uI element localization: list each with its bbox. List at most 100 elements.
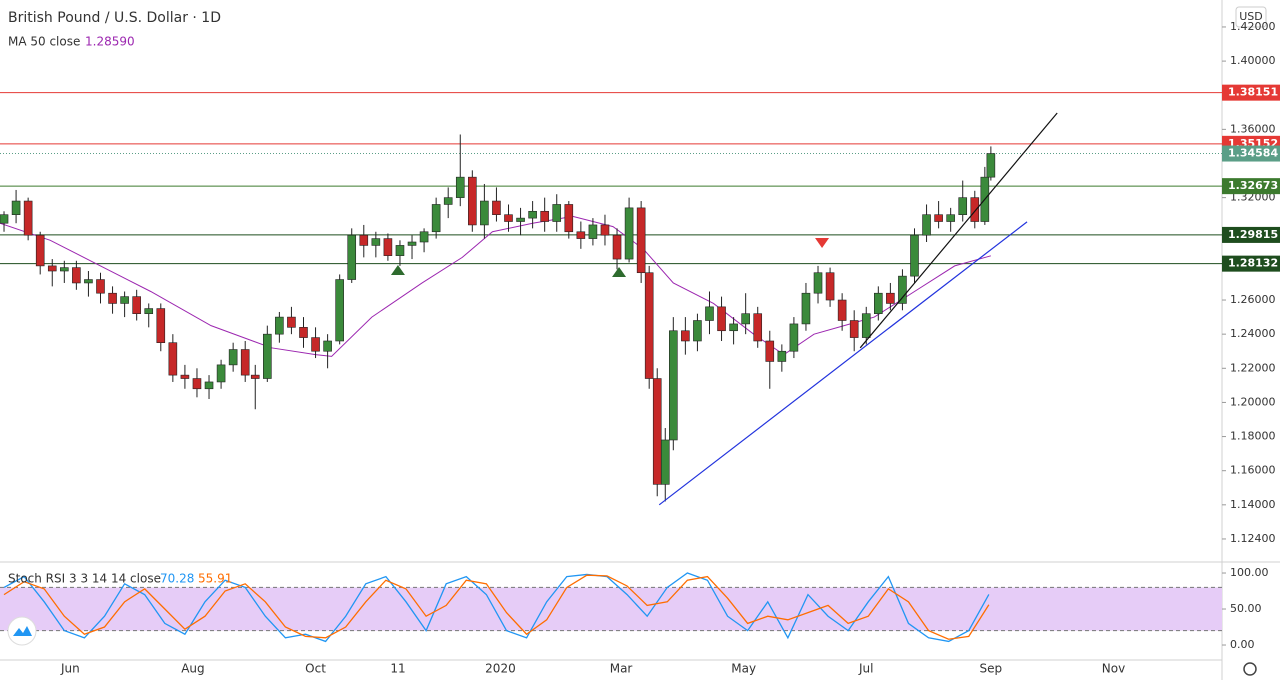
candle-body [970, 197, 980, 222]
candle-body [395, 245, 405, 256]
candle-body [874, 292, 883, 314]
candle-body [383, 238, 393, 256]
candle-body [789, 323, 799, 352]
level-label-bg [1222, 84, 1280, 101]
level-label: 1.34584 [1228, 147, 1278, 160]
candle-body [168, 342, 178, 376]
candle-body [180, 374, 190, 379]
candle-body [443, 197, 453, 205]
level-label: 1.29815 [1228, 228, 1278, 241]
candle-body [72, 267, 81, 284]
candle-body [741, 313, 750, 325]
candle-body [660, 439, 670, 485]
x-tick-label: Nov [1102, 662, 1125, 676]
trendline [658, 221, 1028, 506]
y-tick-label: 1.36000 [1230, 122, 1276, 135]
candle-body [96, 279, 105, 294]
candle-body [849, 320, 859, 338]
candle-body [468, 176, 477, 226]
candle-body [861, 313, 871, 338]
candle-body [144, 308, 154, 314]
x-tick-label: 2020 [485, 662, 516, 676]
candle-body [419, 231, 429, 243]
candle-body [934, 214, 943, 222]
candle-body [898, 275, 907, 304]
x-tick-label: Jul [858, 662, 873, 676]
x-tick-label: Jun [60, 662, 80, 676]
candle-body [120, 296, 129, 304]
candle-body [717, 306, 726, 332]
stoch-d-value: 55.91 [198, 572, 232, 586]
candle-body [504, 214, 513, 222]
candle-body [455, 176, 465, 198]
candle-body [371, 238, 381, 246]
candle-body [946, 214, 955, 222]
candle-body [287, 316, 296, 328]
candle-body [958, 197, 968, 215]
candle-body [299, 327, 308, 338]
x-tick-label: Aug [181, 662, 204, 676]
candle-body [753, 313, 763, 342]
candle-body [47, 265, 57, 272]
candle-body [431, 204, 441, 233]
candle-body [216, 364, 226, 383]
y-tick-label: 1.22000 [1230, 361, 1276, 374]
y-tick-label: 1.40000 [1230, 54, 1276, 67]
candle-body [275, 316, 284, 335]
candle-body [624, 207, 634, 260]
logo-icon [13, 626, 32, 636]
signal-marker [815, 238, 830, 249]
settings-icon[interactable] [1243, 662, 1257, 676]
candle-body [480, 200, 489, 226]
plot-area [0, 92, 1222, 643]
currency-button[interactable] [1235, 6, 1267, 28]
candle-body [813, 272, 823, 294]
candle-body [986, 153, 996, 178]
candle-body [84, 279, 93, 284]
logo[interactable] [7, 616, 37, 646]
level-label-bg [1222, 226, 1280, 243]
candle-body [132, 296, 141, 314]
candle-body [910, 234, 919, 277]
y-tick-label: 1.42000 [1230, 20, 1276, 33]
candle-body [588, 224, 598, 239]
stoch-k-value: 70.28 [160, 572, 194, 586]
stoch-line [3, 574, 990, 640]
candle-body [564, 204, 574, 233]
level-label: 1.28132 [1228, 257, 1278, 270]
candle-body [636, 207, 646, 274]
x-tick-label: 11 [390, 662, 405, 676]
y-tick-label: 1.24000 [1230, 327, 1276, 340]
level-label-bg [1222, 255, 1280, 272]
level-label: 1.38151 [1228, 86, 1278, 99]
x-tick-label: Oct [305, 662, 326, 676]
candle-body [801, 292, 811, 325]
ma-value: 1.28590 [85, 35, 135, 49]
currency-label: USD [1239, 10, 1263, 23]
candle-body [886, 292, 895, 304]
candle-body [693, 320, 702, 342]
candle-body [407, 241, 417, 246]
y-tick-label: 1.16000 [1230, 464, 1276, 477]
candle-body [11, 200, 21, 215]
x-tick-label: Mar [610, 662, 633, 676]
trendline [859, 112, 1058, 349]
candle-body [347, 234, 357, 280]
y-tick-label: 1.26000 [1230, 293, 1276, 306]
stoch-title: Stoch RSI 3 3 14 14 close [8, 572, 161, 586]
candle-body [0, 214, 9, 224]
candle-body [652, 378, 662, 485]
y-tick-label: 1.20000 [1230, 395, 1276, 408]
candle-body [323, 340, 332, 352]
candle-body [192, 378, 202, 390]
candle-body [516, 217, 525, 222]
ma-label: MA 50 close [8, 35, 80, 49]
candle-body [108, 292, 117, 304]
candle-body [825, 272, 835, 301]
candle-body [240, 349, 250, 376]
candle-body [311, 337, 320, 352]
candle-body [837, 299, 847, 321]
